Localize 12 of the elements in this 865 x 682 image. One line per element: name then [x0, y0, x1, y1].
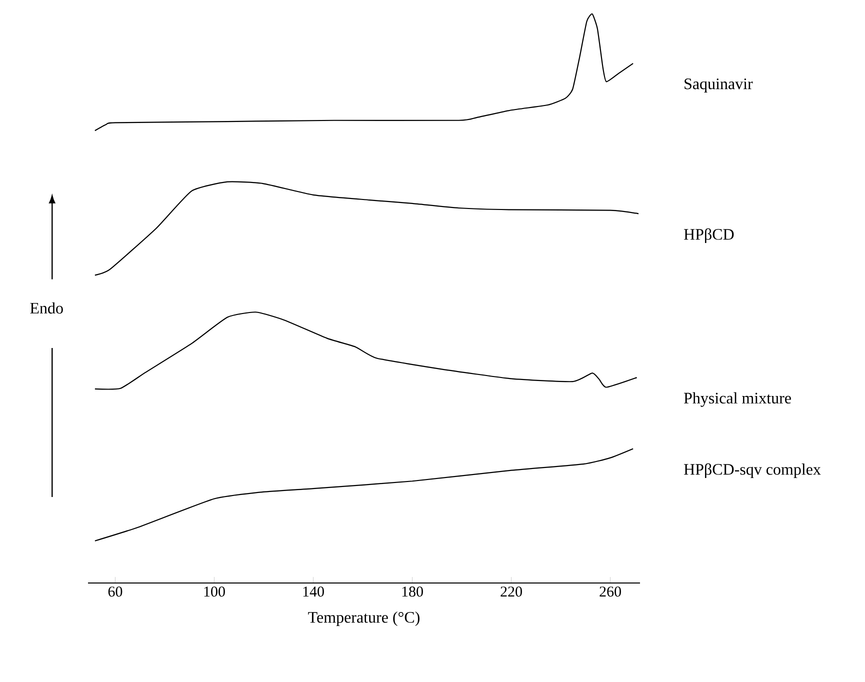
text: HPβCD-sqv complex [684, 463, 821, 478]
x-axis-title: Temperature (°C) [308, 612, 420, 626]
text: HPβCD [684, 228, 734, 244]
x-tick-label: 220 [500, 586, 522, 597]
text: Saquinavir [684, 78, 753, 92]
x-tick-label: 60 [108, 586, 122, 597]
text: Physical mixture [684, 392, 791, 407]
x-tick-label: 180 [402, 586, 423, 597]
text: Endo [30, 302, 63, 314]
x-tick-label: 140 [303, 586, 324, 597]
x-tick-label: 260 [600, 586, 621, 597]
x-tick-label: 100 [204, 586, 225, 597]
